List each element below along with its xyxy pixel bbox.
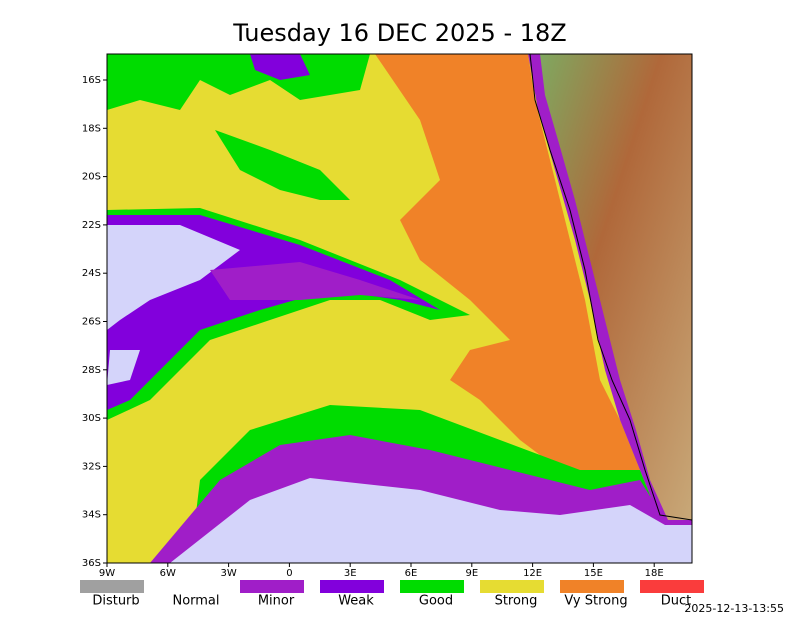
lon-label: 18E xyxy=(645,568,664,579)
lat-label: 16S xyxy=(82,75,101,86)
lon-label: 15E xyxy=(584,568,603,579)
lat-label: 22S xyxy=(82,220,101,231)
timestamp: 2025-12-13-13:55 xyxy=(684,602,784,615)
lon-label: 9W xyxy=(99,568,115,579)
lon-label: 3W xyxy=(220,568,236,579)
legend-swatch xyxy=(560,580,624,593)
lat-label: 28S xyxy=(82,365,101,376)
legend-label: Good xyxy=(419,594,453,609)
legend-swatch xyxy=(640,580,704,593)
legend-label: Disturb xyxy=(92,594,139,609)
lat-label: 18S xyxy=(82,123,101,134)
lat-label: 30S xyxy=(82,413,101,424)
legend-label: Weak xyxy=(338,594,374,609)
legend-swatch xyxy=(160,580,224,593)
lat-label: 32S xyxy=(82,461,101,472)
lon-label: 3E xyxy=(344,568,357,579)
legend-swatch xyxy=(80,580,144,593)
lon-label: 0 xyxy=(286,568,292,579)
legend-swatch xyxy=(480,580,544,593)
lon-label: 6W xyxy=(160,568,176,579)
lat-label: 34S xyxy=(82,510,101,521)
lon-label: 12E xyxy=(523,568,542,579)
lat-label: 24S xyxy=(82,268,101,279)
map xyxy=(107,54,692,563)
lat-label: 20S xyxy=(82,172,101,183)
lon-label: 9E xyxy=(465,568,478,579)
lon-label: 6E xyxy=(405,568,418,579)
lat-label: 26S xyxy=(82,317,101,328)
legend-label: Vy Strong xyxy=(564,594,627,609)
legend-swatch xyxy=(240,580,304,593)
lat-label: 36S xyxy=(82,558,101,569)
legend-label: Strong xyxy=(495,594,538,609)
title: Tuesday 16 DEC 2025 - 18Z xyxy=(232,19,566,47)
legend-label: Duct xyxy=(661,594,692,609)
legend-label: Minor xyxy=(258,594,295,609)
legend-label: Normal xyxy=(172,594,219,609)
map-frame xyxy=(106,53,693,564)
legend-swatch xyxy=(400,580,464,593)
legend-swatch xyxy=(320,580,384,593)
